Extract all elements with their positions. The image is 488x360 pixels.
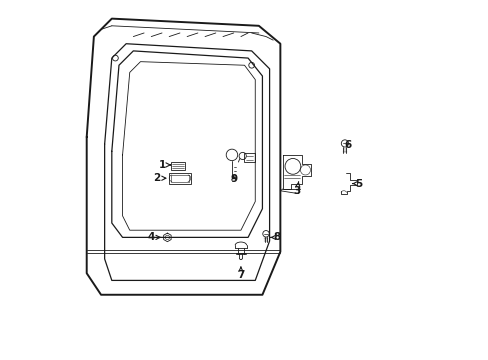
Bar (244, 153, 255, 162)
Bar (169, 173, 190, 184)
Text: 7: 7 (237, 267, 244, 280)
Text: 1: 1 (158, 160, 170, 170)
Bar (171, 162, 185, 170)
Text: 3: 3 (293, 181, 300, 196)
Text: 9: 9 (230, 174, 237, 184)
Text: 6: 6 (344, 140, 351, 150)
Bar (171, 175, 188, 182)
Text: 4: 4 (147, 232, 160, 242)
Text: 2: 2 (153, 173, 165, 183)
Text: 5: 5 (352, 179, 362, 189)
Text: 8: 8 (270, 232, 281, 242)
